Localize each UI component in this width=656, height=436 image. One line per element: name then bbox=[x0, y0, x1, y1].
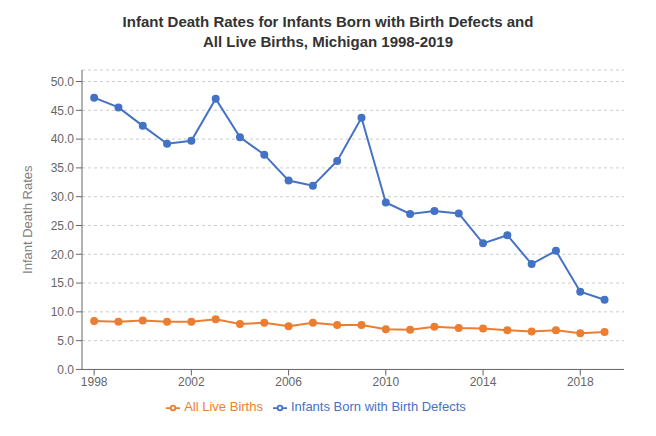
svg-text:5.0: 5.0 bbox=[57, 334, 74, 348]
html-text:Infants Born with Birth Defect: Infants Born with Birth Defects bbox=[290, 399, 466, 415]
svg-text:2002: 2002 bbox=[178, 375, 205, 389]
svg-text:45.0: 45.0 bbox=[51, 104, 75, 118]
svg-text:2018: 2018 bbox=[567, 375, 594, 389]
svg-text:50.0: 50.0 bbox=[51, 75, 75, 89]
html-text:Infant Death Rates for Infants: Infant Death Rates for Infants Born with… bbox=[122, 13, 534, 30]
svg-text:40.0: 40.0 bbox=[51, 132, 75, 146]
svg-text:20.0: 20.0 bbox=[51, 248, 75, 262]
svg-text:25.0: 25.0 bbox=[51, 219, 75, 233]
svg-text:15.0: 15.0 bbox=[51, 276, 75, 290]
html-text:All Live Births: All Live Births bbox=[184, 399, 263, 415]
svg-text:0.0: 0.0 bbox=[57, 363, 74, 377]
html-text:All Live Births, Michigan 1998: All Live Births, Michigan 1998-2019 bbox=[203, 33, 453, 50]
svg-text:1998: 1998 bbox=[81, 375, 108, 389]
svg-text:2006: 2006 bbox=[275, 375, 302, 389]
svg-text:10.0: 10.0 bbox=[51, 305, 75, 319]
svg-text:30.0: 30.0 bbox=[51, 190, 75, 204]
svg-text:Infant Death Rates: Infant Death Rates bbox=[20, 165, 35, 274]
svg-text:35.0: 35.0 bbox=[51, 161, 75, 175]
svg-text:2010: 2010 bbox=[372, 375, 399, 389]
svg-text:2014: 2014 bbox=[470, 375, 497, 389]
